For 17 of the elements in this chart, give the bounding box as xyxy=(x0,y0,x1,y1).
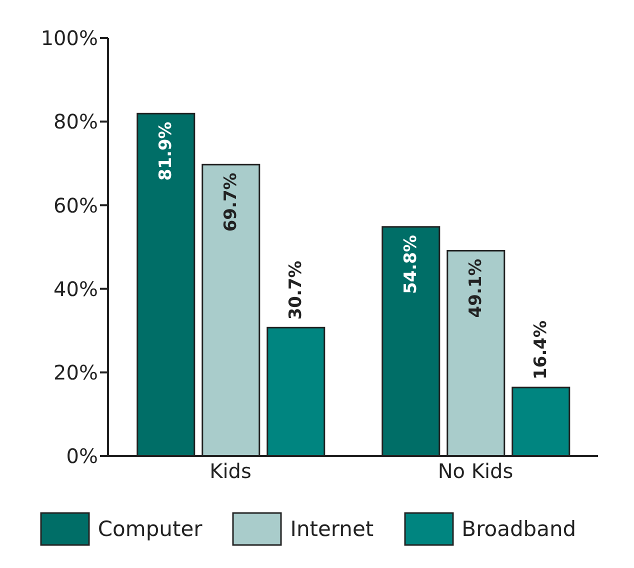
x-tick-label: Kids xyxy=(210,459,252,484)
legend-label: Computer xyxy=(98,517,202,541)
data-label: 16.4% xyxy=(530,320,551,380)
data-label: 30.7% xyxy=(286,260,306,320)
y-tick-label: 60% xyxy=(54,193,98,218)
data-label: 69.7% xyxy=(220,172,241,232)
data-label: 54.8% xyxy=(400,234,421,294)
legend-label: Broadband xyxy=(462,517,576,541)
y-tick-label: 100% xyxy=(40,26,98,50)
data-label: 49.1% xyxy=(466,258,486,318)
legend-label: Internet xyxy=(290,517,374,541)
y-tick-label: 0% xyxy=(66,444,98,468)
y-tick-label: 80% xyxy=(54,110,98,134)
x-tick-label: No Kids xyxy=(438,459,514,484)
y-tick-label: 40% xyxy=(54,276,98,301)
y-tick-label: 20% xyxy=(54,360,98,384)
data-label: 81.9% xyxy=(156,122,176,181)
